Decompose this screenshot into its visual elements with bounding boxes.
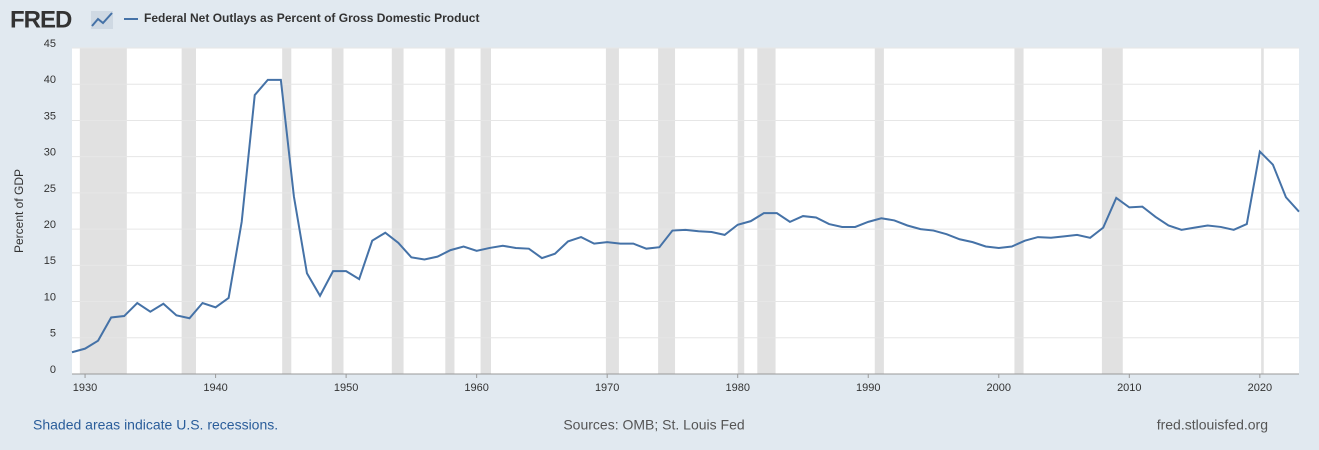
data-line: [71, 78, 1300, 354]
logo-icon: [91, 11, 113, 29]
recession-band: [445, 48, 455, 374]
y-axis-label: Percent of GDP: [12, 169, 26, 253]
recession-band: [79, 48, 127, 374]
footer-url: fred.stlouisfed.org: [1157, 417, 1268, 433]
x-tick-label: 1990: [856, 382, 880, 394]
recession-band: [605, 48, 619, 374]
y-tick-label: 45: [44, 38, 56, 50]
y-tick-label: 30: [44, 147, 56, 159]
x-tick-label: 1970: [595, 382, 619, 394]
x-tick-label: 1980: [725, 382, 749, 394]
logo: FRED: [10, 6, 72, 33]
recession-band: [282, 48, 292, 374]
recession-band: [658, 48, 676, 374]
y-tick-label: 25: [44, 183, 56, 195]
recession-band: [331, 48, 344, 374]
x-tick-label: 1950: [334, 382, 358, 394]
recession-band: [757, 48, 776, 374]
x-tick-label: 2000: [987, 382, 1011, 394]
footer-source: Sources: OMB; St. Louis Fed: [563, 417, 744, 433]
y-tick-label: 20: [44, 219, 56, 231]
recession-band: [480, 48, 492, 374]
y-tick-label: 10: [44, 291, 56, 303]
x-tick-label: 1960: [464, 382, 488, 394]
x-tick-label: 2020: [1248, 382, 1272, 394]
recession-band: [874, 48, 884, 374]
x-tick-label: 1940: [203, 382, 227, 394]
recession-band: [1261, 48, 1264, 374]
footer-note: Shaded areas indicate U.S. recessions.: [33, 417, 278, 433]
y-tick-label: 40: [44, 74, 56, 86]
recession-band: [1101, 48, 1123, 374]
plot-area: [72, 48, 1299, 374]
recession-band: [181, 48, 197, 374]
y-tick-label: 35: [44, 110, 56, 122]
x-tick-label: 1930: [73, 382, 97, 394]
y-tick-label: 0: [50, 364, 56, 376]
recession-band: [391, 48, 404, 374]
x-tick-label: 2010: [1117, 382, 1141, 394]
y-tick-label: 15: [44, 255, 56, 267]
recession-band: [737, 48, 745, 374]
recession-band: [1014, 48, 1024, 374]
legend-label: Federal Net Outlays as Percent of Gross …: [144, 11, 479, 25]
y-tick-label: 5: [50, 328, 56, 340]
